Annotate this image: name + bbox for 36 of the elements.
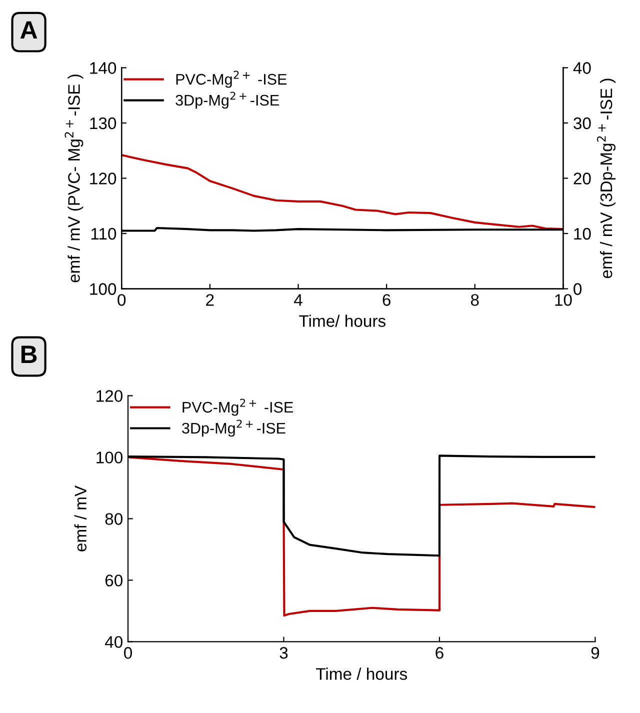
x-tick-label: 6	[382, 294, 390, 306]
y-tick-label: 100	[96, 452, 122, 464]
x-axis-title: Time / hours	[316, 668, 407, 680]
y-axis-title: emf / mV (PVC- Mg$^{2+}$-ISE )	[64, 74, 84, 282]
y2-tick-label: 20	[574, 172, 591, 184]
y-tick-label: 140	[90, 62, 116, 74]
x-tick-label: 0	[124, 647, 132, 659]
y-tick-label: 120	[96, 390, 122, 402]
text: B	[21, 346, 37, 363]
x-tick-label: 9	[591, 647, 600, 659]
y2-tick-label: 10	[574, 228, 591, 240]
y-tick-label: 100	[90, 283, 116, 295]
legend-label: 3Dp-Mg$^{2+}$-ISE	[182, 420, 286, 437]
y2-tick-label: 0	[574, 283, 582, 295]
legend-label: PVC-Mg$^{2+}$ -ISE	[182, 398, 293, 416]
legend-label: 3Dp-Mg$^{2+}$-ISE	[176, 92, 279, 109]
legend-label: PVC-Mg$^{2+}$ -ISE	[176, 70, 287, 88]
y2-axis-title: emf / mV (3Dp-Mg$^{2+}$-ISE )	[597, 78, 616, 278]
y2-tick-label: 40	[573, 62, 591, 74]
y-tick-label: 40	[104, 636, 122, 648]
y-tick-label: 120	[90, 172, 116, 184]
x-tick-label: 4	[294, 294, 302, 306]
x-tick-label: 3	[280, 647, 288, 659]
x-tick-label: 0	[118, 294, 126, 306]
y-tick-label: 110	[91, 228, 116, 240]
y-tick-label: 80	[105, 513, 122, 525]
y-axis-title: emf / mV	[74, 485, 86, 552]
x-axis-title: Time/ hours	[299, 314, 386, 327]
x-tick-label: 10	[555, 294, 572, 306]
text: A	[20, 21, 38, 39]
x-tick-label: 8	[470, 294, 479, 306]
y-tick-label: 60	[105, 574, 122, 586]
y-tick-label: 130	[90, 117, 116, 130]
y2-tick-label: 30	[574, 117, 591, 130]
x-tick-label: 2	[206, 294, 214, 306]
x-tick-label: 6	[436, 647, 444, 659]
